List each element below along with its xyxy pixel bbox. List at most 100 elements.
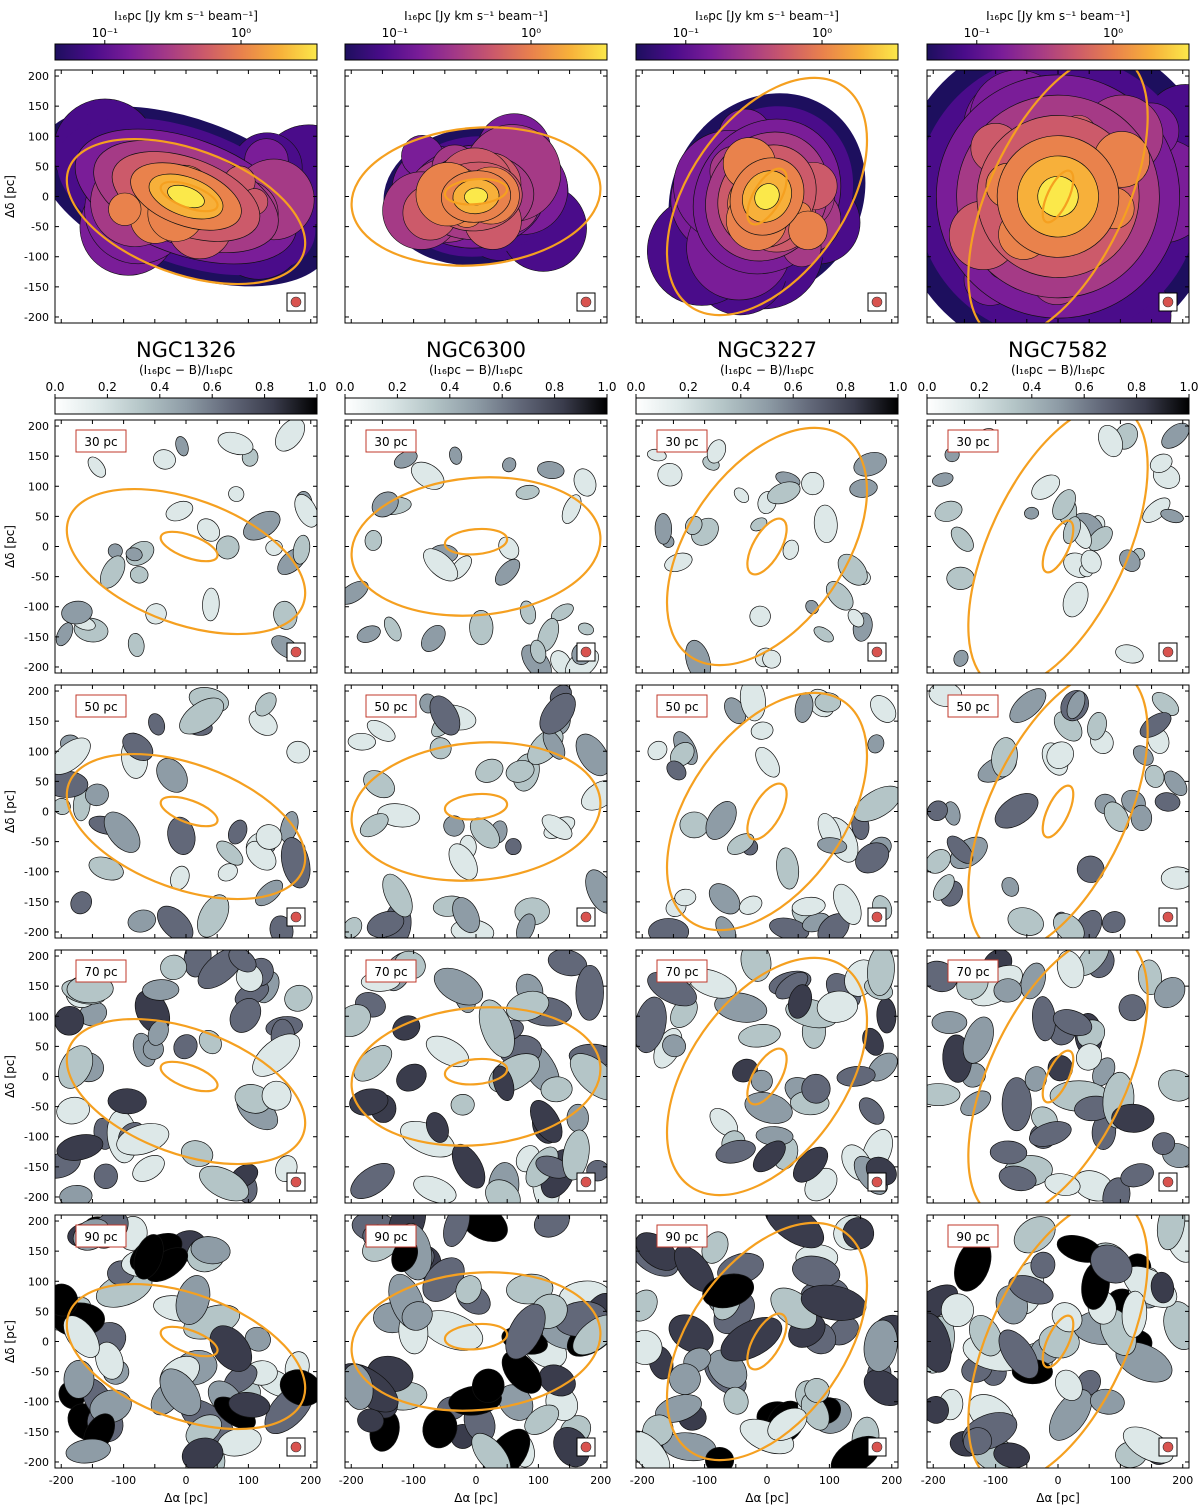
x-tick-label: -200 xyxy=(49,1474,74,1487)
scale-label-box xyxy=(656,1224,708,1248)
inner-ellipse xyxy=(443,527,509,556)
inner-ellipse xyxy=(746,167,788,226)
y-tick-label: 0 xyxy=(42,806,49,819)
residual-blob xyxy=(350,1163,395,1199)
scale-label-text: 90 pc xyxy=(84,1230,117,1244)
residual-blob xyxy=(87,456,107,478)
residual-blob xyxy=(366,910,405,938)
y-tick-label: -150 xyxy=(24,896,49,909)
residual-blob xyxy=(107,1088,147,1115)
residual-blob xyxy=(160,954,187,981)
x-tick-label: 100 xyxy=(528,1474,549,1487)
residual-blob xyxy=(791,896,826,917)
residual-blob xyxy=(1080,549,1102,574)
residual-blob xyxy=(217,863,238,882)
inner-ellipse xyxy=(1041,1314,1075,1369)
panel-map xyxy=(55,70,317,323)
bottom-colorbar-3-tick-label: 1.0 xyxy=(1179,380,1198,394)
y-tick-label: 150 xyxy=(28,450,49,463)
scale-label: 30 pc xyxy=(75,429,127,453)
residual-blob xyxy=(989,1140,1028,1165)
beam-marker xyxy=(1162,296,1174,308)
scale-label-text: 70 pc xyxy=(956,965,989,979)
residual-blob xyxy=(927,849,951,874)
residual-blob xyxy=(153,449,176,470)
residual-blob xyxy=(1120,1163,1154,1188)
panel-map xyxy=(927,70,1189,323)
bottom-colorbar-0-label: (I₁₆pc − B)/I₁₆pc xyxy=(139,363,233,377)
residual-blob xyxy=(1055,1369,1083,1401)
y-tick-label: 50 xyxy=(35,1305,49,1318)
residual-blob xyxy=(685,515,703,535)
residual-blob xyxy=(1160,866,1189,890)
residual-blob xyxy=(1030,1251,1056,1279)
beam-marker xyxy=(580,1441,592,1453)
intensity-clump xyxy=(108,192,142,226)
residual-blob xyxy=(1118,994,1146,1022)
top-colorbar-3-bar xyxy=(926,43,1190,61)
residual-blob xyxy=(457,1215,508,1242)
residual-blob xyxy=(345,580,369,605)
inner-ellipse xyxy=(159,1060,219,1093)
panel-r3-c0: 70 pc 200 150 100 50 0 -50 -100 -150 -200 Δδ [pc] xyxy=(3,949,318,1204)
residual-blob xyxy=(1087,526,1113,552)
residual-blob xyxy=(59,1185,93,1203)
residual-blob xyxy=(1111,1103,1155,1133)
top-colorbar-1-tick-label: 10⁰ xyxy=(521,26,541,40)
residual-blob xyxy=(940,1293,974,1327)
bottom-colorbar-2-tick-label: 0.8 xyxy=(836,380,855,394)
inner-ellipse xyxy=(443,1057,509,1086)
outer-ellipse xyxy=(65,1282,307,1431)
residual-blob xyxy=(858,1097,885,1125)
bottom-colorbar-2-tick-label: 0.2 xyxy=(679,380,698,394)
inner-ellipse xyxy=(1041,169,1075,224)
residual-blob xyxy=(292,534,311,565)
residual-blob xyxy=(636,1289,658,1322)
bottom-colorbar-1-tick-label: 0.8 xyxy=(545,380,564,394)
residual-blob xyxy=(927,800,948,821)
outer-ellipse xyxy=(65,487,307,636)
panel-r0-c3 xyxy=(926,69,1190,324)
residual-blob xyxy=(993,1442,1030,1468)
panel-map xyxy=(636,1215,898,1468)
residual-blob xyxy=(1098,424,1123,458)
inner-ellipse xyxy=(443,792,509,821)
residual-blob xyxy=(181,1437,224,1468)
top-colorbar-2-tick-label: 10⁰ xyxy=(812,26,832,40)
residual-blob xyxy=(197,518,221,542)
x-axis-label: Δα [pc] xyxy=(164,1491,208,1505)
residual-blob xyxy=(561,494,582,524)
scale-label-text: 30 pc xyxy=(374,435,407,449)
residual-blob xyxy=(1151,1132,1176,1155)
x-tick-label: 0 xyxy=(473,1474,480,1487)
top-colorbar-1-tick-label: 10⁻¹ xyxy=(382,26,409,40)
residual-blob xyxy=(991,737,1018,778)
residual-blob xyxy=(345,1363,374,1410)
panel-r2-c3: 50 pc xyxy=(926,684,1190,939)
panel-r2-c0: 50 pc 200 150 100 50 0 -50 -100 -150 -200 Δδ [pc] xyxy=(3,684,318,939)
residual-blob xyxy=(816,990,859,1023)
scale-label: 50 pc xyxy=(365,694,417,718)
residual-blob xyxy=(1062,516,1081,544)
residual-blob xyxy=(55,1283,79,1317)
bottom-colorbar-2-tick-label: 0.4 xyxy=(731,380,750,394)
beam-marker xyxy=(871,646,883,658)
x-tick-label: 0 xyxy=(764,1474,771,1487)
scale-label-box xyxy=(75,429,127,453)
beam-marker xyxy=(1162,1441,1174,1453)
panel-map xyxy=(636,420,898,673)
residual-blob xyxy=(175,436,189,457)
galaxy-name-0: NGC1326 xyxy=(136,338,236,362)
beam-marker xyxy=(580,1176,592,1188)
residual-blob xyxy=(1001,1077,1032,1132)
residual-blob xyxy=(63,1359,95,1399)
outer-ellipse xyxy=(350,1006,602,1147)
y-tick-label: -100 xyxy=(24,601,49,614)
bottom-colorbar-1-tick-label: 0.2 xyxy=(388,380,407,394)
inner-ellipse xyxy=(1041,1049,1075,1104)
bottom-colorbar-0-tick-label: 1.0 xyxy=(307,380,326,394)
top-colorbar-3-tick-label: 10⁰ xyxy=(1103,26,1123,40)
residual-blob xyxy=(715,1139,756,1164)
outer-ellipse xyxy=(665,956,869,1197)
residual-blob xyxy=(931,1011,968,1034)
